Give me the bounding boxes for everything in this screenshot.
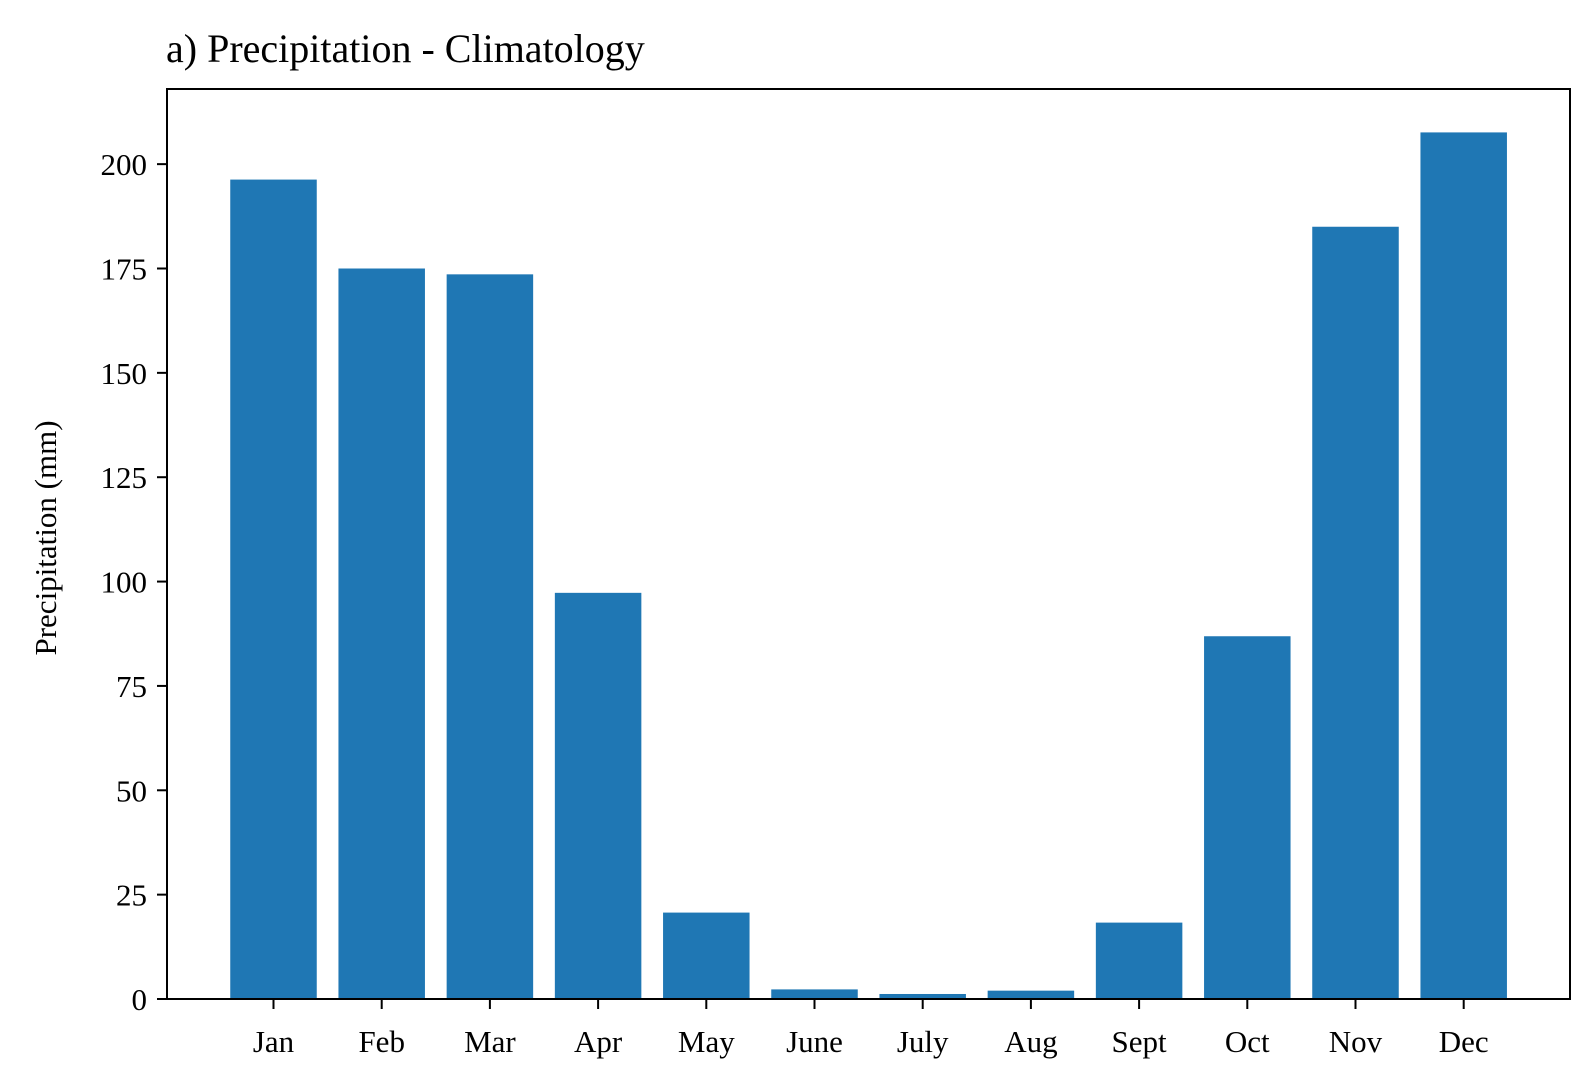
y-tick-label: 200 <box>101 147 148 182</box>
x-tick-label: Sept <box>1112 1024 1168 1059</box>
bar-sept <box>1095 922 1183 999</box>
bar-feb <box>338 268 425 999</box>
x-tick-label: Jan <box>253 1024 295 1059</box>
y-axis: 0 25 50 75 100 125 150 175 200 <box>101 147 167 1017</box>
bar-oct <box>1204 636 1291 999</box>
y-tick-label: 100 <box>101 565 148 600</box>
x-tick-label: Mar <box>464 1024 516 1059</box>
x-tick-label: Nov <box>1329 1024 1383 1059</box>
x-axis: Jan Feb Mar Apr May June July Aug Sept Oct Nov Dec <box>253 999 1489 1059</box>
y-tick-label: 50 <box>116 773 147 808</box>
plot-frame <box>166 88 1571 1000</box>
x-tick-label: Dec <box>1439 1024 1489 1059</box>
x-tick-label: Aug <box>1004 1024 1057 1059</box>
y-tick-label: 25 <box>116 878 147 913</box>
y-tick-label: 150 <box>101 356 148 391</box>
x-tick-label: Oct <box>1225 1024 1270 1059</box>
bar-apr <box>554 592 642 999</box>
bar-dec <box>1420 132 1507 999</box>
x-tick-label: May <box>678 1024 735 1059</box>
x-tick-label: Feb <box>358 1024 405 1059</box>
chart-title: a) Precipitation - Climatology <box>166 26 645 71</box>
bar-jan <box>230 179 317 999</box>
y-axis-label: Precipitation (mm) <box>28 420 63 655</box>
bars-group <box>230 132 1507 1000</box>
bar-june <box>771 989 858 999</box>
bar-mar <box>446 274 534 1000</box>
bar-may <box>663 912 750 999</box>
x-tick-label: Apr <box>574 1024 623 1059</box>
y-tick-label: 125 <box>101 460 148 495</box>
bar-july <box>879 993 966 999</box>
bar-nov <box>1312 226 1399 999</box>
y-tick-label: 0 <box>132 982 148 1017</box>
bar-aug <box>987 990 1075 999</box>
y-tick-label: 75 <box>116 669 147 704</box>
y-tick-label: 175 <box>101 251 148 286</box>
x-tick-label: July <box>897 1024 949 1059</box>
x-tick-label: June <box>786 1024 843 1059</box>
